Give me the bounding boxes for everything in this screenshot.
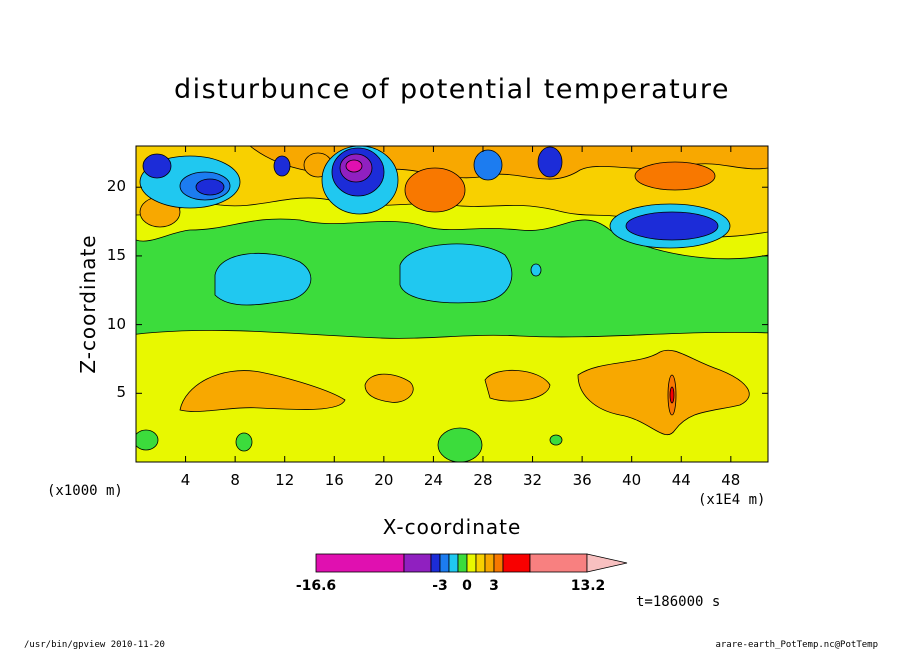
colorbar-label-3: 3 — [489, 578, 499, 594]
colorbar-segment — [493, 553, 504, 573]
y-tick-label: 20 — [106, 177, 126, 196]
orange-patch-2 — [634, 161, 716, 191]
cyan-dot — [530, 263, 542, 277]
colorbar-segment — [439, 553, 450, 573]
x-tick-label: 4 — [180, 471, 191, 489]
colorbar-segment — [457, 553, 468, 573]
x-tick-label: 36 — [572, 471, 592, 489]
footer-right: arare-earth_PotTemp.nc@PotTemp — [715, 640, 878, 650]
green-patch-left — [136, 429, 159, 451]
colorbar-min-label: -16.6 — [295, 578, 337, 594]
x-axis-unit: (x1E4 m) — [698, 492, 766, 508]
x-tick-label: 48 — [721, 471, 741, 489]
lower-orange-left — [179, 370, 346, 412]
lower-orange-right — [484, 369, 551, 402]
x-tick-label: 20 — [374, 471, 394, 489]
y-tick-label: 15 — [106, 245, 126, 264]
darkblue-top-left-2 — [142, 153, 172, 179]
chart-title: disturbunce of potential temperature — [174, 74, 730, 105]
colorbar-segment — [529, 553, 588, 573]
colorbar-segment — [315, 553, 405, 573]
colorbar-label-neg3: -3 — [432, 578, 448, 594]
green-patch-34 — [549, 434, 563, 446]
plot-frame — [135, 145, 769, 463]
blue-patch-28 — [473, 149, 503, 181]
colorbar-segment — [484, 553, 495, 573]
x-tick-label: 32 — [523, 471, 543, 489]
green-patch-26 — [437, 427, 483, 462]
colorbar-segment — [403, 553, 432, 573]
y-tick-label: 10 — [106, 314, 126, 333]
y-tick-label: 5 — [116, 383, 126, 402]
x-axis-label: X-coordinate — [382, 515, 522, 539]
cyan-blob-left — [214, 253, 312, 306]
lower-orange-far-right — [577, 349, 750, 436]
blue-patch-33 — [537, 146, 563, 178]
x-tick-label: 28 — [473, 471, 493, 489]
x-tick-label: 8 — [230, 471, 240, 489]
colorbar-max-label: 13.2 — [570, 578, 606, 594]
x-tick-label: 16 — [324, 471, 344, 489]
orange-patch-1 — [404, 167, 466, 213]
magenta-top-center — [345, 159, 363, 173]
colorbar-segment — [475, 553, 486, 573]
colorbar-arrow — [586, 553, 628, 573]
x-tick-label: 44 — [671, 471, 691, 489]
x-tick-label: 40 — [622, 471, 642, 489]
colorbar-segment — [502, 553, 531, 573]
colorbar-segment — [448, 553, 459, 573]
y-axis-unit: (x1000 m) — [47, 483, 123, 499]
colorbar-segment — [466, 553, 477, 573]
x-tick-label: 12 — [275, 471, 295, 489]
footer-left: /usr/bin/gpview 2010-11-20 — [24, 640, 165, 650]
lower-orange-mid — [364, 373, 414, 403]
colorbar-label-0: 0 — [462, 578, 472, 594]
green-patch-8 — [235, 432, 253, 452]
blue-patch-12 — [273, 155, 291, 177]
cyan-blob-center — [399, 243, 513, 304]
band-lower-yellow — [136, 330, 768, 462]
darkblue-top-left — [195, 178, 225, 196]
colorbar-segment — [430, 553, 441, 573]
narrow-red-jet — [669, 386, 675, 404]
time-label: t=186000 s — [636, 594, 721, 610]
blue-right — [625, 211, 719, 241]
contour-field — [136, 146, 768, 462]
x-tick-label: 24 — [423, 471, 443, 489]
